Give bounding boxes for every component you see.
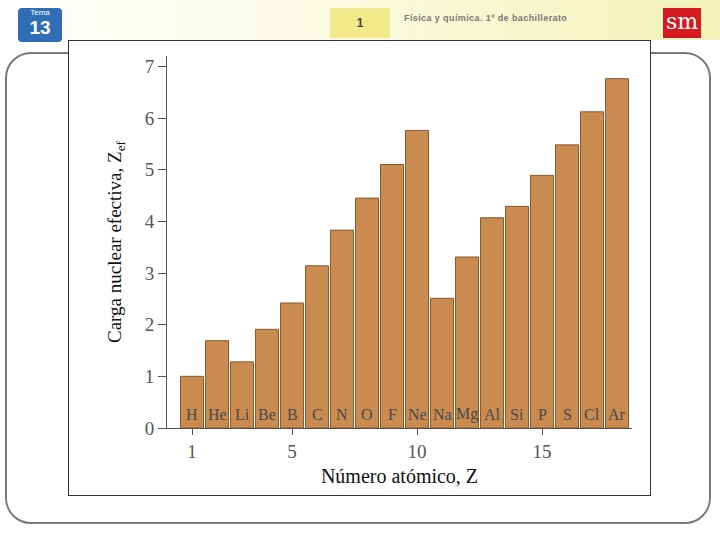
html-text:13: 13	[29, 17, 51, 38]
svg-text:F: F	[388, 406, 397, 423]
svg-text:B: B	[287, 406, 298, 423]
svg-text:O: O	[361, 406, 373, 423]
svg-text:Número atómico, Z: Número atómico, Z	[321, 465, 478, 487]
svg-text:N: N	[336, 406, 348, 423]
svg-text:Ne: Ne	[408, 406, 427, 423]
svg-text:C: C	[312, 406, 323, 423]
html-text:Física y química. 1º de bachil: Física y química. 1º de bachillerato	[404, 13, 568, 23]
svg-text:P: P	[538, 406, 547, 423]
svg-text:He: He	[208, 406, 227, 423]
svg-text:6: 6	[145, 108, 155, 129]
svg-text:3: 3	[145, 263, 155, 284]
svg-text:Carga nuclear efectiva, Z​ef​: Carga nuclear efectiva, Z​ef​	[104, 140, 128, 343]
svg-text:Cl: Cl	[584, 406, 600, 423]
svg-text:0: 0	[145, 418, 155, 439]
svg-text:1: 1	[145, 366, 155, 387]
svg-text:Be: Be	[258, 406, 276, 423]
html-text:1: 1	[356, 16, 364, 30]
html-text:Tema: Tema	[30, 8, 50, 17]
html-text:sm: sm	[665, 9, 699, 34]
svg-text:Li: Li	[235, 406, 250, 423]
svg-text:Si: Si	[510, 406, 524, 423]
svg-text:Al: Al	[484, 406, 501, 423]
svg-text:2: 2	[145, 314, 155, 335]
svg-text:Ar: Ar	[608, 406, 626, 423]
svg-text:15: 15	[533, 441, 552, 462]
svg-text:7: 7	[145, 56, 155, 77]
svg-text:Mg: Mg	[456, 405, 478, 423]
svg-text:H: H	[186, 406, 198, 423]
svg-text:5: 5	[145, 159, 155, 180]
svg-text:10: 10	[408, 441, 427, 462]
svg-text:5: 5	[287, 441, 297, 462]
svg-text:4: 4	[145, 211, 155, 232]
svg-text:1: 1	[187, 441, 197, 462]
svg-text:S: S	[563, 406, 572, 423]
svg-text:Na: Na	[433, 406, 452, 423]
